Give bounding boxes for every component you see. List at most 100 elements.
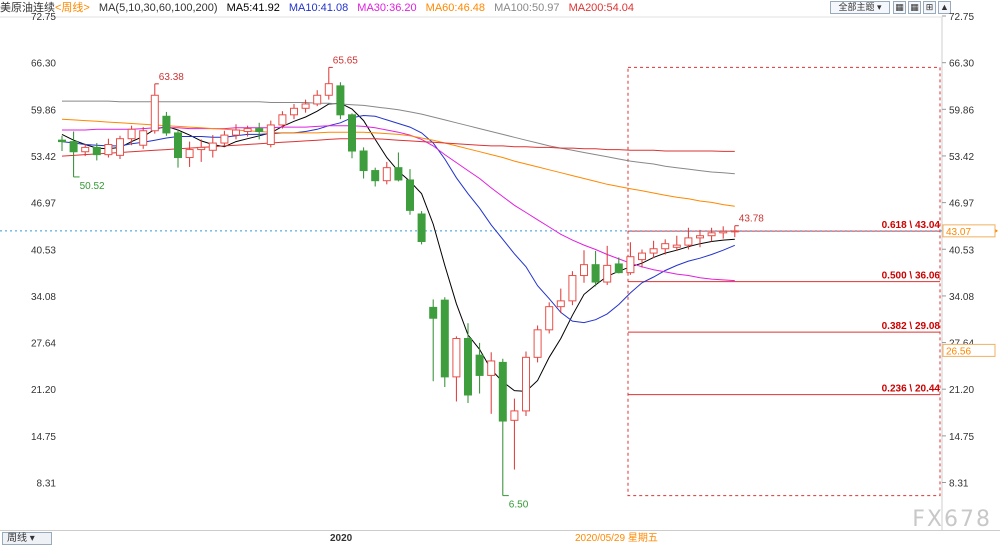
candle-body	[116, 138, 124, 156]
candle-body	[81, 146, 90, 153]
candle-body	[522, 356, 530, 412]
footer-bar: 周线 ▾ 2020 2020/05/29 星期五	[0, 530, 1000, 546]
y-tick-label-right: 59.86	[949, 105, 974, 116]
candle-body	[614, 263, 623, 274]
candle-body	[684, 237, 693, 246]
candle-body	[208, 142, 217, 151]
candle-body	[568, 275, 577, 302]
grid-icon[interactable]: ▦	[893, 1, 906, 14]
candle-body	[313, 94, 322, 105]
candle-body	[406, 179, 414, 211]
candle-body	[127, 128, 136, 140]
candle-body	[382, 167, 391, 182]
ma-params: MA(5,10,30,60,100,200)	[98, 2, 218, 14]
candle-body	[707, 232, 716, 237]
y-tick-label-left: 40.53	[31, 245, 56, 256]
fib-level-label: 0.382 \ 29.08	[882, 321, 941, 332]
candle-body	[464, 338, 472, 396]
y-tick-label-left: 59.86	[31, 105, 56, 116]
price-annotation: 6.50	[509, 500, 529, 511]
candle-body	[603, 264, 612, 283]
candle-body	[185, 149, 194, 159]
year-label: 2020	[330, 533, 353, 544]
candle-body	[301, 103, 310, 109]
candle-body	[278, 114, 287, 126]
y-tick-label-left: 14.75	[31, 432, 56, 443]
candle-body	[730, 230, 739, 233]
candle-body	[429, 306, 438, 319]
ma-line-ma10	[61, 114, 735, 324]
ma-line-ma30	[62, 125, 735, 282]
candle-body	[510, 410, 519, 421]
candle-body	[92, 146, 101, 156]
date-label: 2020/05/29 星期五	[575, 533, 658, 544]
candle-body	[638, 252, 646, 261]
candle-body	[452, 338, 461, 378]
candle-body	[174, 132, 182, 159]
candle-body	[232, 129, 240, 136]
candle-body	[69, 141, 78, 153]
price-badge: 26.56	[946, 346, 971, 357]
scroll-up-icon[interactable]: ▲	[938, 1, 951, 14]
settings-icon[interactable]: ⊞	[923, 1, 936, 14]
candle-body	[324, 83, 333, 96]
candle-body	[266, 124, 275, 145]
ma-line-ma60	[61, 118, 735, 207]
candle-body	[197, 146, 206, 151]
indicator-header: 美原油连续<周线> MA(5,10,30,60,100,200) MA5:41.…	[0, 0, 830, 16]
ma-line-ma100	[62, 100, 735, 175]
price-annotation: 43.78	[739, 214, 764, 225]
candle-body	[440, 299, 449, 378]
y-tick-label-left: 66.30	[31, 59, 56, 70]
candle-body	[591, 264, 600, 283]
price-annotation: 63.38	[159, 72, 184, 83]
candle-body	[696, 235, 704, 239]
candle-body	[336, 85, 345, 116]
y-tick-label-left: 8.31	[37, 479, 57, 490]
price-badge-box	[942, 343, 996, 357]
fib-level-label: 0.618 \ 43.04	[882, 220, 941, 231]
candle-body	[661, 243, 670, 250]
candle-body	[475, 354, 484, 376]
fib-level-label: 0.236 \ 20.44	[882, 384, 941, 395]
candle-body	[348, 114, 356, 152]
candle-body	[417, 213, 426, 243]
candle-body	[359, 150, 368, 172]
candle-body	[487, 360, 496, 376]
candle-body	[580, 264, 588, 277]
ma-line-ma5	[61, 102, 735, 392]
y-tick-label-left: 21.20	[31, 385, 56, 396]
candle-body	[498, 361, 507, 422]
y-tick-label-right: 72.75	[949, 12, 974, 23]
candle-body	[672, 244, 681, 248]
y-tick-label-right: 46.97	[949, 199, 974, 210]
period-label: <周线>	[55, 2, 90, 14]
candle-body	[626, 256, 635, 274]
candle-body	[371, 170, 380, 182]
candle-body	[556, 300, 565, 308]
watermark-logo: FX678	[912, 507, 992, 532]
subject-dropdown[interactable]: 全部主题 ▾	[830, 1, 890, 14]
candle-body	[243, 128, 252, 132]
ma30-value: MA30:36.20	[357, 2, 417, 14]
price-annotation: 65.65	[333, 55, 358, 66]
period-selector-label: 周线	[7, 533, 27, 544]
ma60-value: MA60:46.48	[425, 2, 485, 14]
ma5-value: MA5:41.92	[226, 2, 280, 14]
period-selector[interactable]: 周线 ▾	[2, 532, 52, 545]
price-badge-box	[942, 224, 996, 238]
ma200-value: MA200:54.04	[568, 2, 634, 14]
candle-body	[220, 134, 229, 144]
fib-level-label: 0.500 \ 36.06	[882, 271, 941, 282]
candle-body	[719, 230, 728, 234]
y-tick-label-right: 53.42	[949, 152, 974, 163]
candle-body	[394, 167, 403, 181]
candle-body	[104, 143, 113, 156]
candle-body	[162, 115, 171, 134]
y-tick-label-right: 8.31	[949, 479, 969, 490]
y-tick-label-right: 66.30	[949, 59, 974, 70]
grid-alt-icon[interactable]: ▦	[908, 1, 921, 14]
candle-body	[150, 94, 159, 132]
